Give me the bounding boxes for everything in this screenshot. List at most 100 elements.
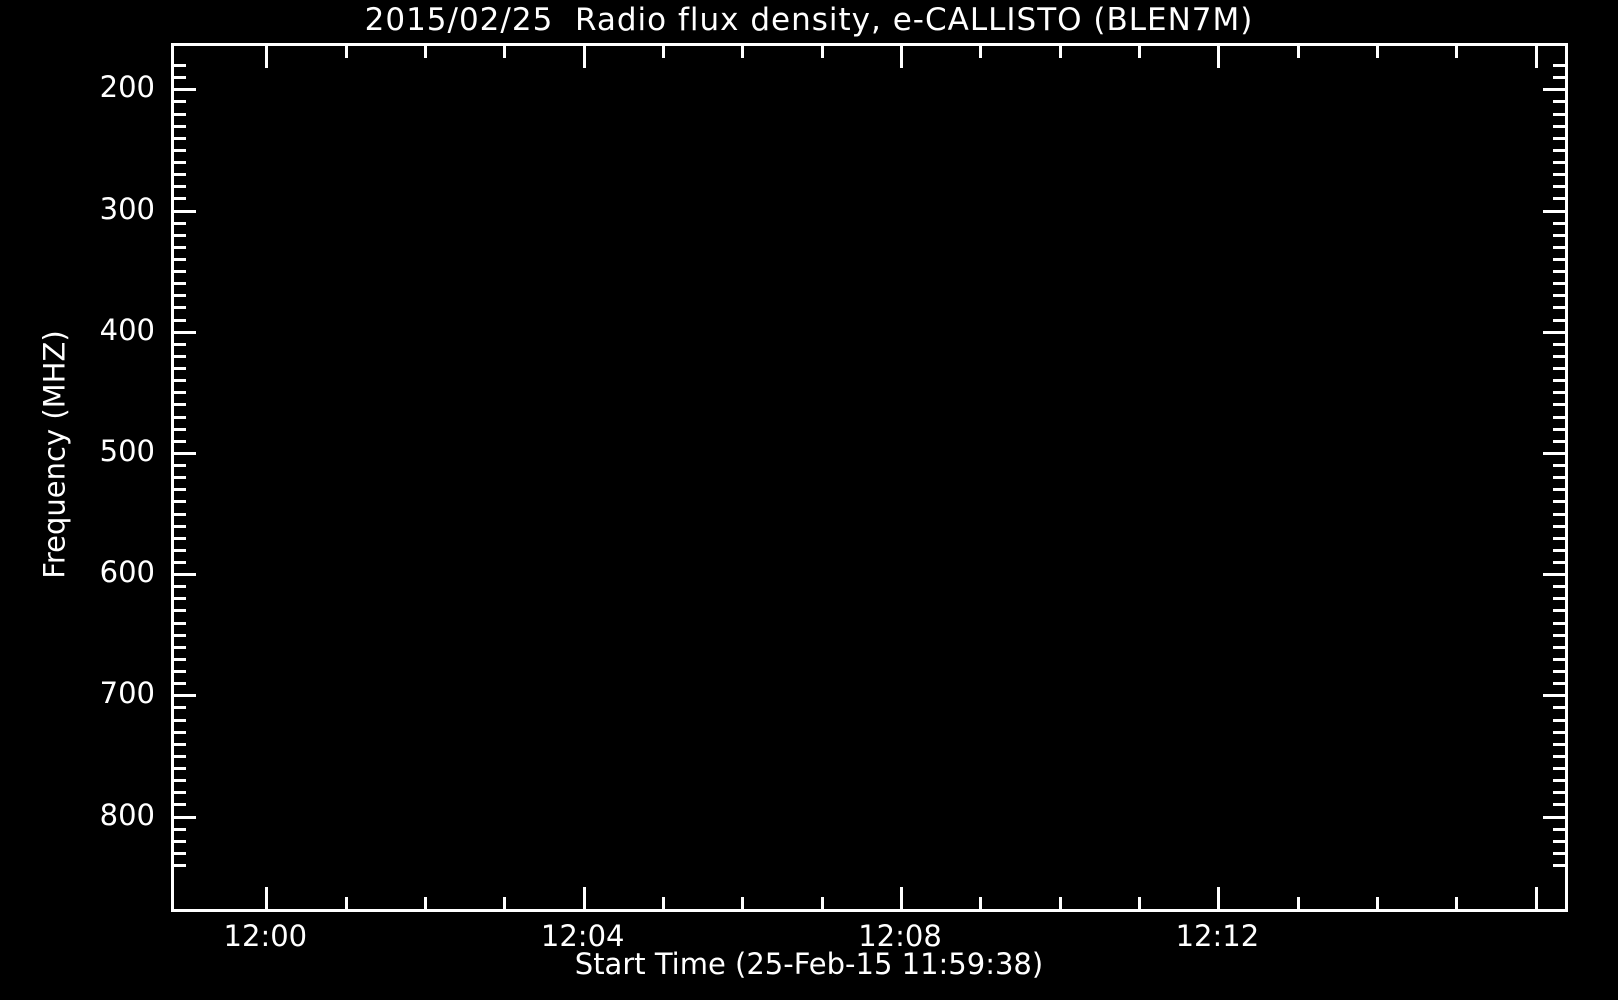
y-minor-tick-right: [1553, 282, 1565, 285]
y-minor-tick-right: [1553, 161, 1565, 164]
x-major-tick-top: [265, 46, 268, 68]
y-minor-tick: [174, 743, 186, 746]
y-minor-tick-right: [1553, 803, 1565, 806]
x-major-tick-top: [1217, 46, 1220, 68]
figure-title: 2015/02/25 Radio flux density, e-CALLIST…: [364, 2, 1254, 38]
y-minor-tick-right: [1553, 173, 1565, 176]
y-major-tick-right: [1543, 816, 1565, 819]
x-minor-tick: [662, 897, 665, 909]
y-major-tick: [174, 210, 196, 213]
y-major-tick: [174, 331, 196, 334]
y-minor-tick-right: [1553, 852, 1565, 855]
y-major-tick-right: [1543, 573, 1565, 576]
x-minor-tick: [1455, 897, 1458, 909]
y-minor-tick: [174, 828, 186, 831]
y-minor-tick-right: [1553, 355, 1565, 358]
y-minor-tick-right: [1553, 670, 1565, 673]
y-minor-tick: [174, 852, 186, 855]
y-minor-tick: [174, 403, 186, 406]
y-minor-tick: [174, 525, 186, 528]
y-minor-tick: [174, 197, 186, 200]
y-minor-tick-right: [1553, 100, 1565, 103]
y-minor-tick: [174, 294, 186, 297]
y-minor-tick: [174, 585, 186, 588]
y-minor-tick-right: [1553, 525, 1565, 528]
y-minor-tick: [174, 803, 186, 806]
y-tick-label: 800: [99, 797, 155, 832]
x-minor-tick: [821, 897, 824, 909]
x-major-tick: [583, 887, 586, 909]
y-minor-tick-right: [1553, 113, 1565, 116]
y-minor-tick-right: [1553, 864, 1565, 867]
y-minor-tick: [174, 537, 186, 540]
y-tick-label: 400: [99, 312, 155, 347]
y-minor-tick-right: [1553, 379, 1565, 382]
y-minor-tick: [174, 379, 186, 382]
y-minor-tick: [174, 258, 186, 261]
y-minor-tick-right: [1553, 755, 1565, 758]
y-minor-tick-right: [1553, 391, 1565, 394]
y-major-tick: [174, 816, 196, 819]
y-minor-tick-right: [1553, 682, 1565, 685]
y-tick-label: 200: [99, 70, 155, 105]
y-minor-tick-right: [1553, 197, 1565, 200]
y-minor-tick: [174, 706, 186, 709]
y-minor-tick-right: [1553, 464, 1565, 467]
x-minor-tick-top: [503, 46, 506, 58]
y-major-tick-right: [1543, 88, 1565, 91]
y-minor-tick: [174, 100, 186, 103]
x-axis-title: Start Time (25-Feb-15 11:59:38): [574, 947, 1044, 981]
x-minor-tick: [345, 897, 348, 909]
y-minor-tick-right: [1553, 476, 1565, 479]
y-minor-tick: [174, 416, 186, 419]
y-minor-tick: [174, 173, 186, 176]
y-tick-label: 300: [99, 191, 155, 226]
y-minor-tick-right: [1553, 488, 1565, 491]
y-major-tick: [174, 694, 196, 697]
x-minor-tick-top: [1059, 46, 1062, 58]
y-minor-tick-right: [1553, 403, 1565, 406]
y-minor-tick: [174, 319, 186, 322]
y-minor-tick-right: [1553, 513, 1565, 516]
y-major-tick: [174, 452, 196, 455]
y-minor-tick-right: [1553, 367, 1565, 370]
y-minor-tick-right: [1553, 319, 1565, 322]
y-minor-tick: [174, 234, 186, 237]
y-minor-tick: [174, 355, 186, 358]
y-minor-tick-right: [1553, 634, 1565, 637]
y-minor-tick-right: [1553, 76, 1565, 79]
y-minor-tick-right: [1553, 719, 1565, 722]
y-major-tick: [174, 573, 196, 576]
y-minor-tick-right: [1553, 500, 1565, 503]
y-minor-tick: [174, 791, 186, 794]
y-minor-tick-right: [1553, 791, 1565, 794]
y-minor-tick-right: [1553, 658, 1565, 661]
y-minor-tick: [174, 222, 186, 225]
y-minor-tick-right: [1553, 549, 1565, 552]
y-minor-tick: [174, 622, 186, 625]
x-minor-tick-top: [1297, 46, 1300, 58]
y-minor-tick: [174, 549, 186, 552]
x-minor-tick-top: [1455, 46, 1458, 58]
y-minor-tick-right: [1553, 597, 1565, 600]
x-minor-tick: [1297, 897, 1300, 909]
x-major-tick-top: [900, 46, 903, 68]
y-minor-tick: [174, 561, 186, 564]
y-minor-tick-right: [1553, 185, 1565, 188]
y-minor-tick: [174, 719, 186, 722]
x-tick-label: 12:12: [1175, 919, 1260, 953]
y-minor-tick-right: [1553, 622, 1565, 625]
y-minor-tick: [174, 246, 186, 249]
y-minor-tick-right: [1553, 343, 1565, 346]
x-tick-label: 12:00: [223, 919, 308, 953]
y-minor-tick-right: [1553, 125, 1565, 128]
y-minor-tick: [174, 306, 186, 309]
y-minor-tick: [174, 755, 186, 758]
y-minor-tick: [174, 113, 186, 116]
y-major-tick: [174, 88, 196, 91]
x-minor-tick-top: [979, 46, 982, 58]
y-tick-label: 600: [99, 555, 155, 590]
y-minor-tick: [174, 864, 186, 867]
y-minor-tick-right: [1553, 294, 1565, 297]
y-minor-tick: [174, 488, 186, 491]
